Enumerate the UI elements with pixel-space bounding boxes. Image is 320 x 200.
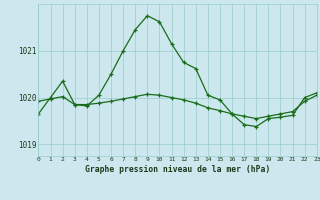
X-axis label: Graphe pression niveau de la mer (hPa): Graphe pression niveau de la mer (hPa) xyxy=(85,165,270,174)
